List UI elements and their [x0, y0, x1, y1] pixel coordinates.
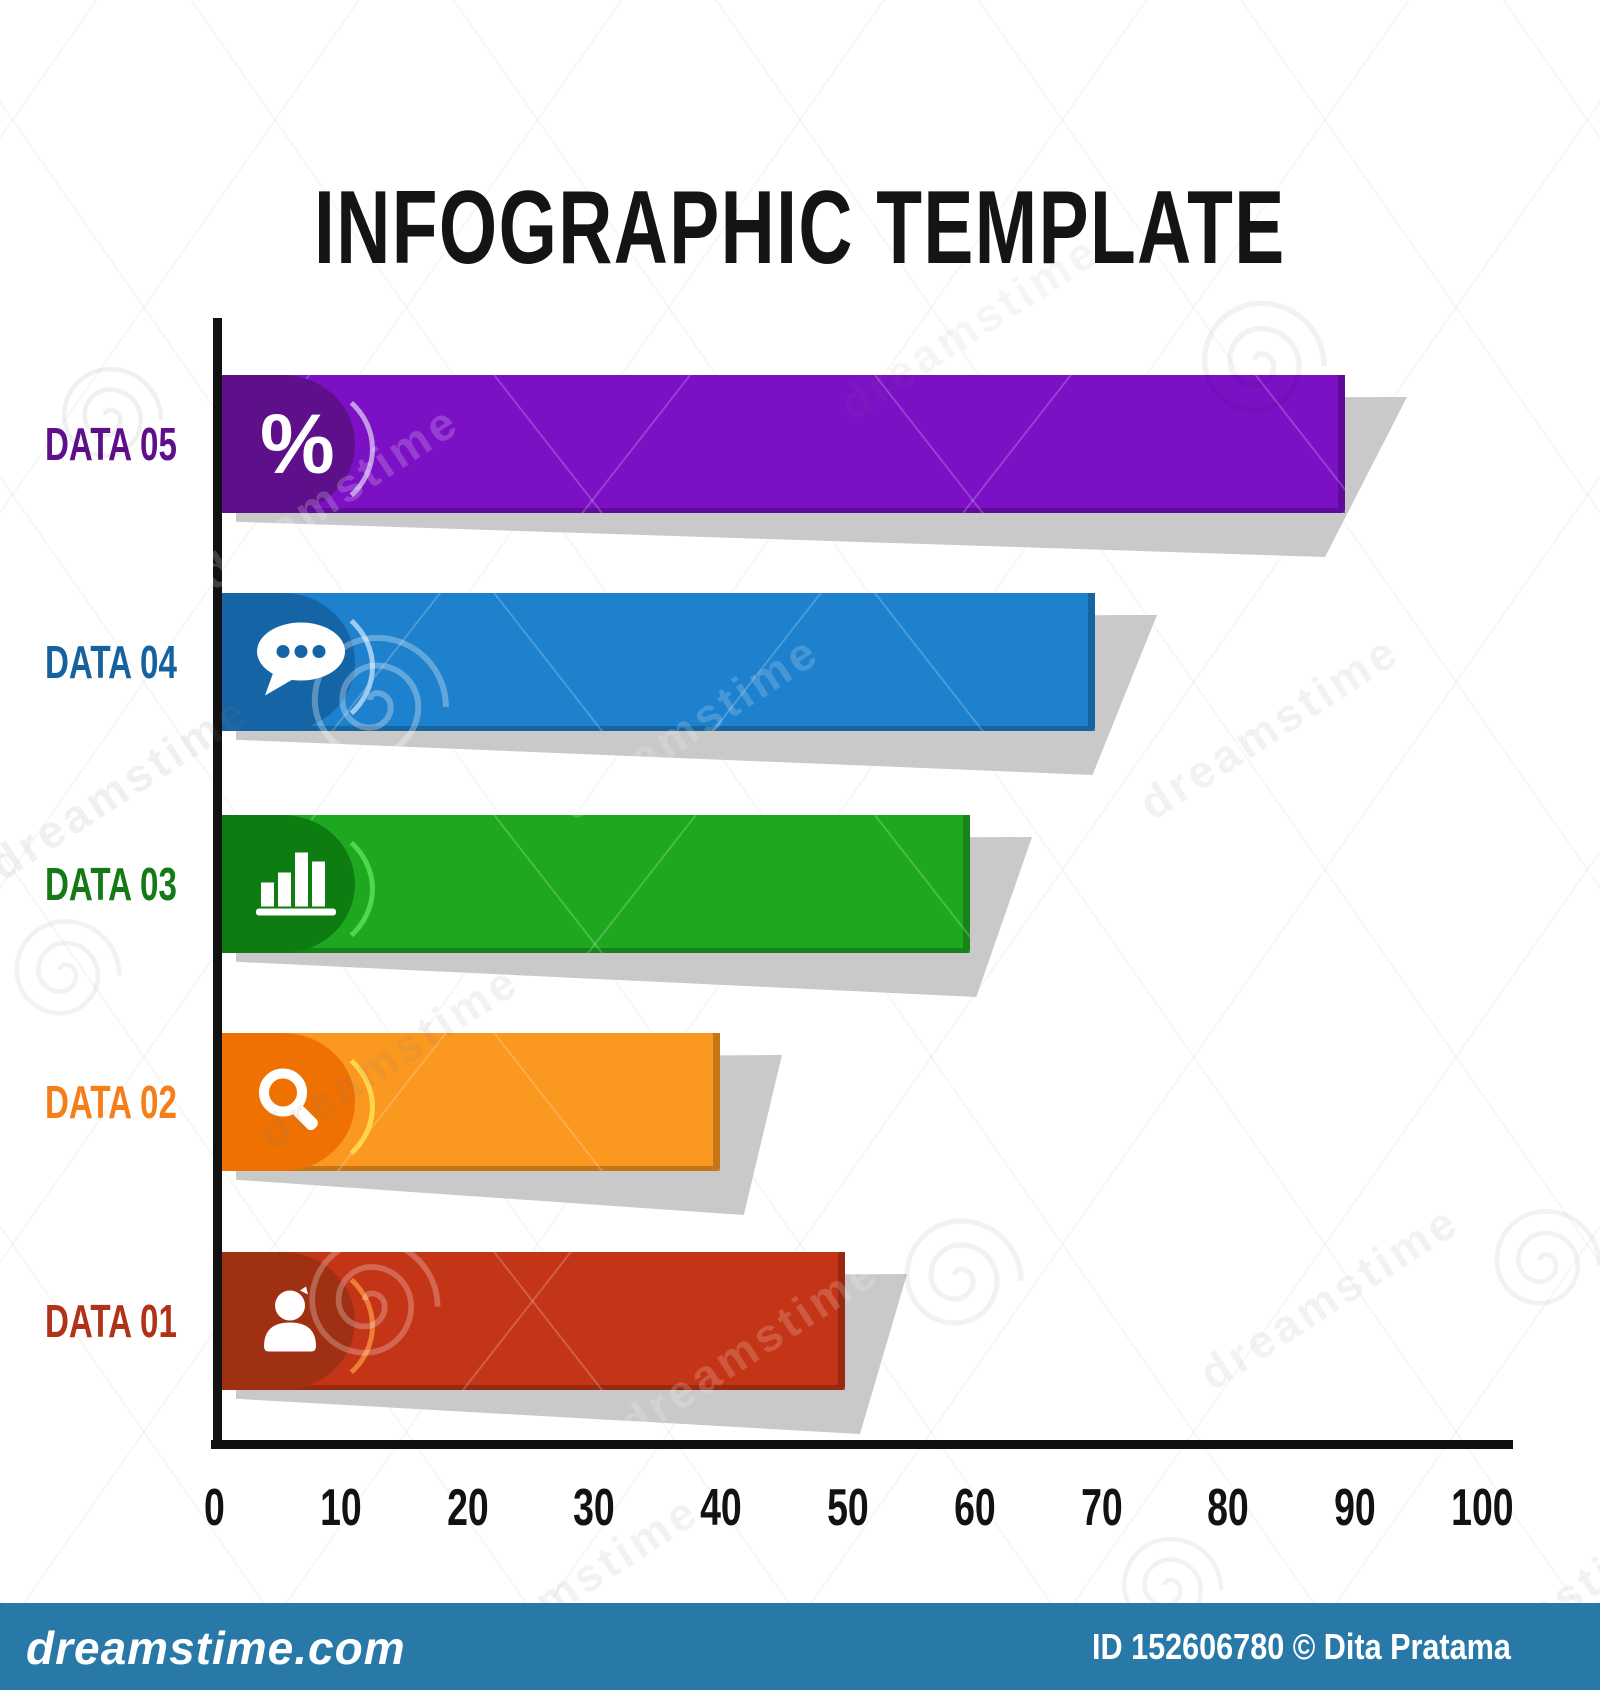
category-label-text: DATA 01 [45, 1295, 177, 1347]
x-tick-value: 70 [1080, 1479, 1123, 1537]
x-tick-label: 50 [798, 1482, 898, 1534]
bar-row [220, 815, 1032, 997]
x-tick-label: 30 [544, 1482, 644, 1534]
x-tick-value: 10 [319, 1479, 362, 1537]
bar [220, 375, 1345, 513]
category-label: DATA 03 [45, 861, 228, 907]
x-tick-label: 20 [418, 1482, 518, 1534]
bar-row [220, 1033, 782, 1215]
category-label-text: DATA 02 [45, 1076, 177, 1128]
category-label: DATA 02 [45, 1079, 228, 1125]
x-tick-value: 80 [1207, 1479, 1250, 1537]
x-tick-value: 30 [573, 1479, 616, 1537]
footer-bar: dreamstime.com ID 152606780 © Dita Prata… [0, 1603, 1600, 1690]
x-tick-value: 90 [1334, 1479, 1377, 1537]
x-tick-label: 80 [1178, 1482, 1278, 1534]
chart-title: INFOGRAPHIC TEMPLATE [314, 170, 1286, 286]
y-axis-line [213, 318, 222, 1449]
watermark-spiral-icon [20, 330, 190, 500]
category-label: DATA 04 [45, 639, 228, 685]
image-credit: ID 152606780 © Dita Pratama [1055, 1629, 1548, 1665]
x-tick-value: 0 [203, 1479, 225, 1537]
watermark-text: dreamstime [1129, 623, 1409, 831]
category-label: DATA 05 [45, 421, 228, 467]
x-tick-label: 70 [1052, 1482, 1152, 1534]
search-icon [254, 1064, 326, 1141]
chat-icon [254, 621, 350, 704]
x-tick-label: 40 [671, 1482, 771, 1534]
x-tick-value: 50 [827, 1479, 869, 1537]
image-credit-text: ID 152606780 © Dita Pratama [1092, 1626, 1512, 1667]
dreamstime-logo: dreamstime.com [26, 1622, 406, 1674]
bar-row [220, 593, 1157, 775]
bar-chart-icon [254, 847, 340, 922]
x-tick-label: 100 [1432, 1482, 1532, 1534]
cap-crescent-highlight [215, 819, 375, 959]
category-label-text: DATA 05 [45, 418, 177, 470]
x-tick-value: 20 [446, 1479, 489, 1537]
watermark-spiral-icon [1450, 1170, 1600, 1350]
bar-row: % [220, 375, 1407, 557]
x-tick-value: 100 [1450, 1479, 1514, 1537]
x-tick-label: 90 [1305, 1482, 1405, 1534]
category-label: DATA 01 [45, 1298, 228, 1344]
cap-crescent-highlight [215, 379, 375, 519]
category-label-text: DATA 03 [45, 858, 177, 910]
x-tick-label: 60 [925, 1482, 1025, 1534]
x-tick-value: 60 [953, 1479, 996, 1537]
bar-row [220, 1252, 907, 1434]
x-axis-line [211, 1440, 1513, 1449]
x-tick-label: 0 [164, 1482, 264, 1534]
person-icon [254, 1283, 326, 1360]
watermark-text: dreamstime [1189, 1193, 1469, 1401]
cap-crescent-highlight [215, 1037, 375, 1177]
category-label-text: DATA 04 [45, 636, 177, 688]
x-tick-label: 10 [291, 1482, 391, 1534]
x-tick-value: 40 [700, 1479, 743, 1537]
page-title: INFOGRAPHIC TEMPLATE [0, 176, 1600, 280]
percent-icon: % [260, 397, 335, 491]
